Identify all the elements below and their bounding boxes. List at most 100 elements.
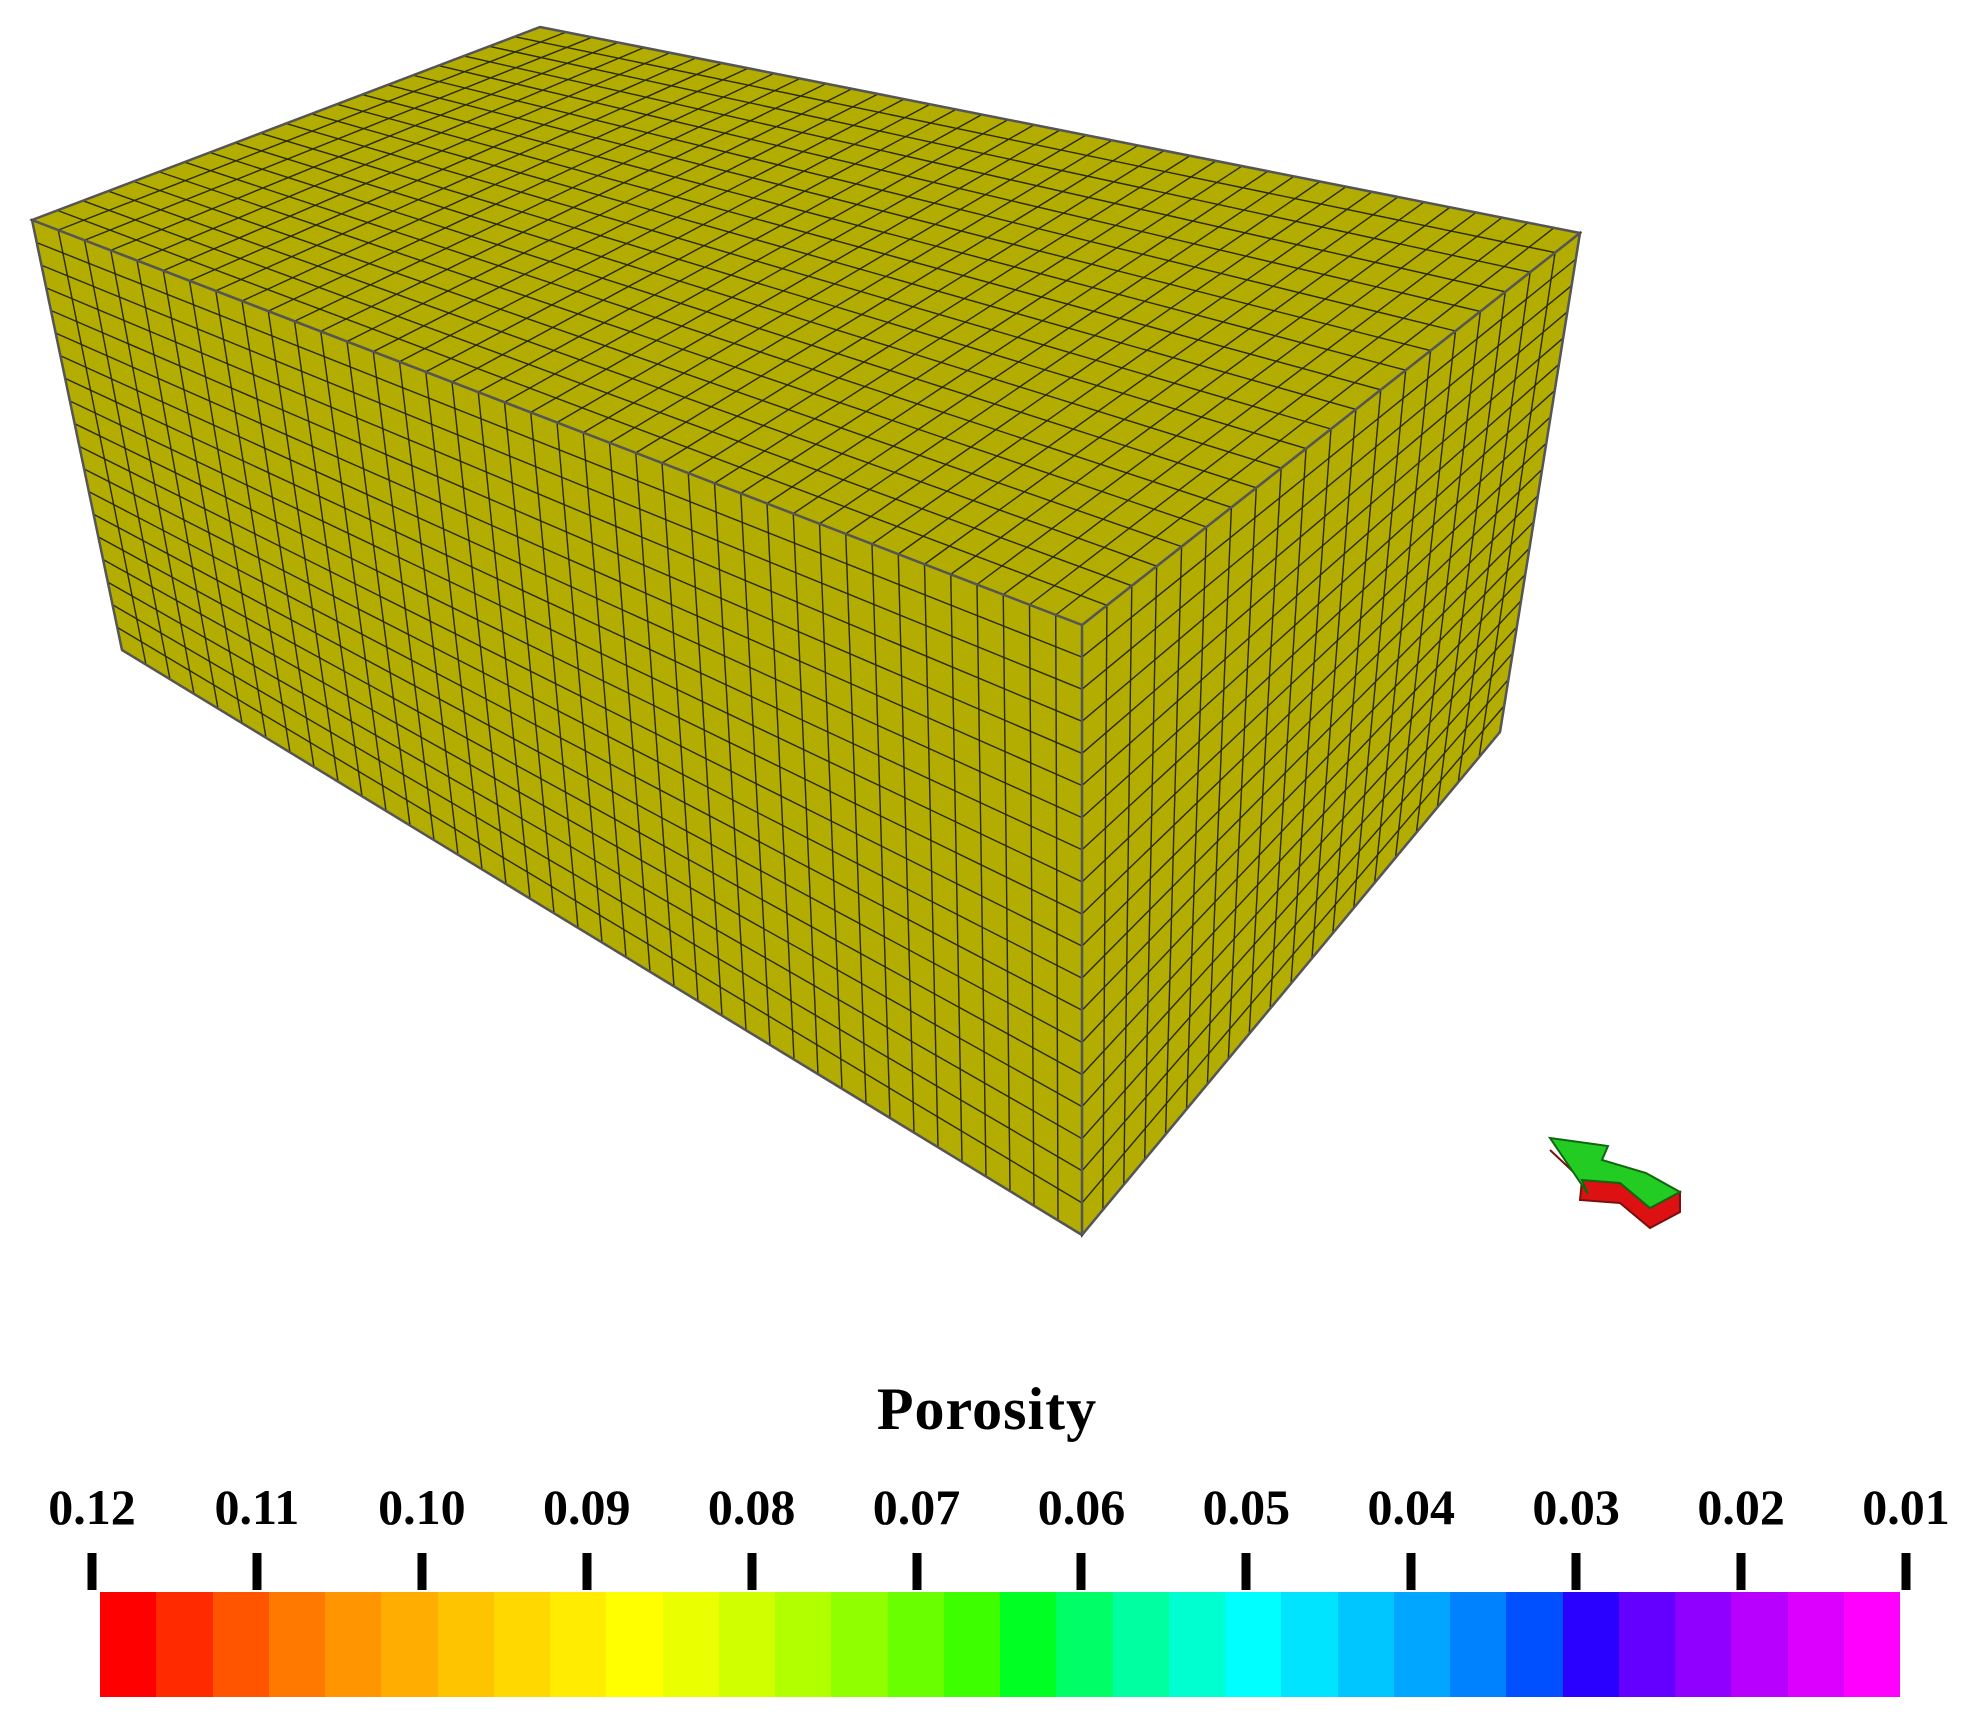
colorbar-tick [252, 1553, 262, 1590]
colorbar-segment [100, 1592, 157, 1697]
colorbar-tick [747, 1553, 757, 1590]
colorbar-tick [1241, 1553, 1251, 1590]
colorbar-tick-label: 0.10 [378, 1479, 466, 1535]
colorbar-tick [1406, 1553, 1416, 1590]
mesh-line [976, 584, 987, 1177]
mesh-line [311, 113, 1357, 411]
mesh-line [1081, 521, 1535, 979]
mesh-line [1332, 389, 1382, 934]
mesh-line [503, 402, 555, 914]
mesh-line [107, 190, 1157, 567]
mesh-line [69, 400, 1083, 883]
mesh-grid-lines [36, 31, 1577, 1221]
mesh-line [514, 35, 1556, 254]
colorbar-segment [1000, 1592, 1057, 1697]
mesh-line [923, 564, 939, 1148]
colorbar-tick-label: 0.06 [1037, 1479, 1126, 1535]
mesh-edge [30, 219, 124, 651]
colorbar-segment [212, 1592, 269, 1697]
mesh-line [82, 200, 1133, 587]
mesh-line [362, 93, 1406, 371]
mesh-line [1415, 311, 1482, 833]
mesh-line [477, 392, 531, 899]
mesh-line [438, 64, 1481, 313]
mesh-line [1028, 604, 1035, 1206]
mesh-line [1081, 442, 1547, 883]
colorbar-segment [437, 1592, 494, 1697]
model-view [29, 25, 1683, 1238]
mesh-edge [1081, 232, 1581, 626]
mesh-edge [539, 25, 1581, 235]
mesh-line [897, 554, 915, 1133]
mesh-line [582, 432, 627, 958]
mesh-edge [31, 218, 1083, 627]
colorbar-tick [417, 1553, 427, 1590]
mesh-line [97, 536, 1083, 1076]
mesh-line [766, 503, 795, 1060]
colorbar-segment [1112, 1592, 1169, 1697]
colorbar-tick [1571, 1553, 1581, 1590]
mesh-line [1457, 272, 1531, 783]
mesh-line [158, 171, 1207, 528]
mesh-line [93, 513, 1083, 1043]
mesh-line [556, 422, 603, 943]
mesh-line [1081, 600, 1522, 1075]
mesh-line [372, 351, 435, 841]
mesh-line [1081, 495, 1539, 947]
mesh-line [267, 311, 339, 782]
mesh-line [64, 377, 1083, 851]
mesh-line [845, 533, 867, 1104]
colorbar-tick-label: 0.02 [1697, 1479, 1785, 1535]
mesh-line [260, 132, 1307, 450]
mesh-line [285, 122, 1332, 430]
colorbar-segment [887, 1592, 944, 1697]
mesh-line [1123, 585, 1133, 1185]
colorbar-segment [1225, 1592, 1282, 1697]
colorbar-segment [775, 1592, 832, 1697]
mesh-line [107, 581, 1083, 1140]
mesh-line [1206, 507, 1233, 1085]
colorbar-segment [718, 1592, 775, 1697]
mesh-edge [31, 25, 541, 222]
mesh-line [57, 229, 147, 665]
mesh-line [36, 241, 1083, 658]
mesh-line [489, 45, 1531, 273]
mesh-line [1373, 350, 1432, 883]
mesh-line [1478, 252, 1556, 758]
colorbar-tick [1076, 1553, 1086, 1590]
mesh-line [713, 483, 747, 1031]
colorbar-segment [550, 1592, 607, 1697]
mesh-line [1353, 370, 1407, 909]
mesh-edge [1081, 731, 1501, 1236]
mesh-line [661, 462, 699, 1002]
colorbar-segment [1618, 1592, 1675, 1697]
colorbar-segment [1393, 1592, 1450, 1697]
mesh-line [1081, 573, 1526, 1043]
mesh-line [425, 371, 483, 870]
colorbar-tick-label: 0.03 [1532, 1479, 1620, 1535]
colorbar-segment [381, 1592, 438, 1697]
mesh-line [112, 604, 1083, 1172]
mesh-line [1081, 468, 1543, 915]
colorbar-title: Porosity [876, 1376, 1098, 1442]
colorbar-segment [1843, 1592, 1900, 1697]
mesh-line [136, 260, 219, 709]
mesh-line [336, 103, 1381, 391]
mesh-line [116, 626, 1083, 1204]
mesh-line [1081, 337, 1564, 754]
mesh-line [463, 55, 1506, 293]
colorbar-segment [1281, 1592, 1338, 1697]
mesh-line [88, 490, 1083, 1011]
colorbar-segment [1168, 1592, 1225, 1697]
colorbar-segment [662, 1592, 719, 1697]
colorbar-tick-label: 0.04 [1367, 1479, 1456, 1535]
mesh-line [1081, 311, 1568, 722]
colorbar-segment [1450, 1592, 1507, 1697]
mesh-line [451, 381, 507, 885]
mesh-line [635, 452, 675, 987]
mesh-line [234, 142, 1282, 469]
mesh-line [1081, 258, 1577, 658]
mesh-line [1081, 390, 1556, 819]
colorbar-tick-label: 0.05 [1202, 1479, 1291, 1535]
mesh-line [162, 270, 243, 724]
